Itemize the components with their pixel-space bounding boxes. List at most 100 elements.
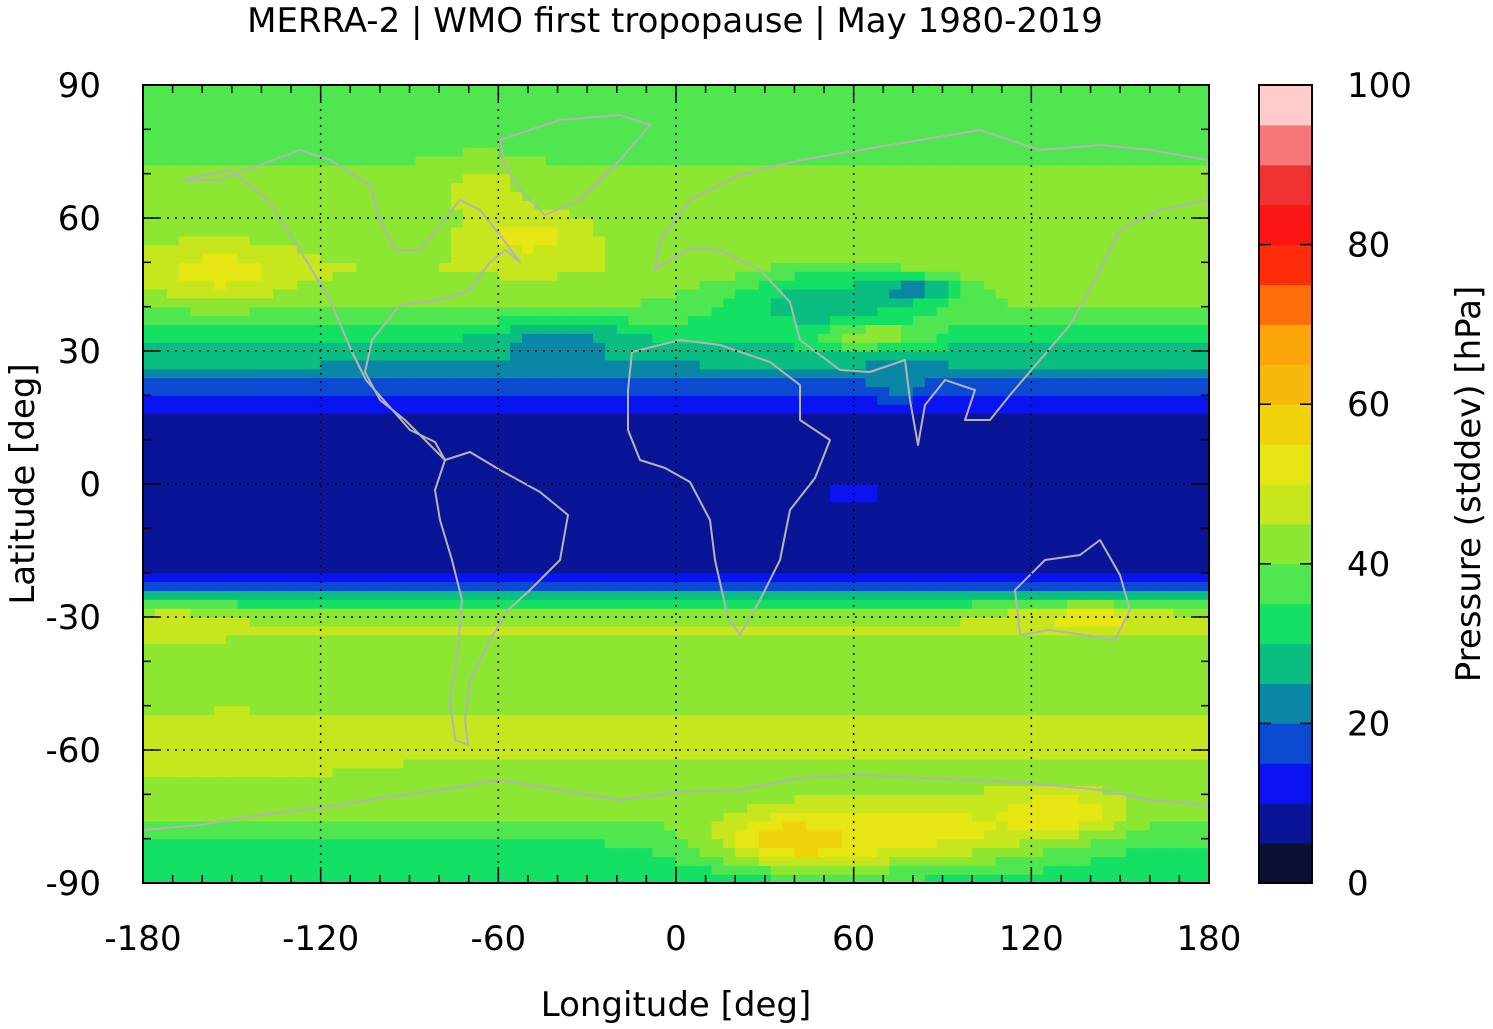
heatmap-cell [237, 803, 251, 813]
heatmap-cell [1066, 785, 1080, 795]
heatmap-cell [237, 528, 251, 538]
heatmap-cell [1114, 554, 1127, 565]
heatmap-cell [924, 705, 938, 716]
heatmap-cell [640, 776, 653, 787]
heatmap-cell [604, 581, 618, 591]
heatmap-cell [569, 484, 582, 494]
heatmap-cell [782, 714, 796, 724]
heatmap-cell [474, 413, 488, 423]
heatmap-cell [569, 590, 582, 600]
heatmap-cell [1126, 466, 1139, 476]
heatmap-cell [498, 421, 511, 432]
heatmap-cell [214, 554, 227, 565]
heatmap-cell [865, 652, 878, 662]
heatmap-cell [628, 572, 642, 583]
heatmap-cell [1126, 732, 1139, 742]
heatmap-cell [853, 404, 867, 414]
heatmap-cell [1019, 554, 1032, 565]
heatmap-cell [154, 874, 168, 883]
heatmap-cell [806, 687, 819, 698]
heatmap-cell [178, 608, 191, 618]
heatmap-cell [391, 617, 405, 627]
heatmap-cell [782, 643, 796, 654]
heatmap-cell [344, 750, 357, 760]
heatmap-cell [877, 687, 890, 698]
heatmap-cell [877, 714, 890, 724]
heatmap-cell [320, 847, 334, 857]
heatmap-cell [889, 838, 902, 849]
heatmap-cell [261, 661, 274, 671]
heatmap-cell [711, 838, 724, 849]
heatmap-cell [1137, 874, 1151, 883]
heatmap-cell [486, 803, 499, 813]
heatmap-cell [628, 652, 642, 662]
heatmap-cell [249, 732, 263, 742]
heatmap-cell [1137, 625, 1151, 636]
heatmap-cell [1078, 563, 1092, 574]
heatmap-cell [1185, 546, 1198, 556]
heatmap-cell [723, 608, 736, 618]
heatmap-cell [178, 475, 191, 485]
heatmap-cell [308, 696, 322, 707]
heatmap-cell [214, 696, 227, 707]
heatmap-cell [711, 767, 724, 778]
heatmap-cell [1090, 670, 1103, 680]
heatmap-cell [569, 767, 582, 778]
heatmap-cell [143, 599, 156, 609]
heatmap-cell [569, 758, 582, 769]
heatmap-cell [308, 741, 322, 751]
heatmap-cell [593, 687, 606, 698]
heatmap-cell [972, 785, 985, 795]
heatmap-cell [1066, 448, 1080, 458]
heatmap-cell [806, 643, 819, 654]
heatmap-cell [450, 581, 464, 591]
heatmap-cell [782, 829, 796, 840]
heatmap-cell [687, 741, 701, 751]
heatmap-cell [557, 466, 570, 476]
heatmap-cell [356, 785, 369, 795]
heatmap-cell [936, 554, 950, 565]
heatmap-cell [877, 625, 890, 636]
heatmap-cell [474, 448, 488, 458]
heatmap-cell [1090, 572, 1103, 583]
heatmap-cell [214, 413, 227, 423]
heatmap-cell [510, 563, 523, 574]
heatmap-cell [296, 475, 310, 485]
heatmap-cell [261, 546, 274, 556]
heatmap-cell [1137, 563, 1151, 574]
heatmap-cell [747, 847, 760, 857]
heatmap-cell [1126, 856, 1139, 866]
heatmap-cell [687, 829, 701, 840]
heatmap-cell [569, 820, 582, 831]
heatmap-cell [699, 803, 713, 813]
heatmap-cell [225, 590, 239, 600]
heatmap-cell [853, 528, 867, 538]
heatmap-cell [332, 599, 345, 609]
heatmap-cell [699, 643, 713, 654]
heatmap-cell [1197, 581, 1209, 591]
heatmap-cell [853, 572, 867, 583]
heatmap-cell [687, 856, 701, 866]
heatmap-cell [332, 519, 345, 529]
heatmap-cell [261, 572, 274, 583]
heatmap-cell [1149, 741, 1163, 751]
heatmap-cell [166, 528, 180, 538]
heatmap-cell [829, 679, 843, 689]
heatmap-cell [450, 537, 464, 547]
heatmap-cell [474, 563, 488, 574]
heatmap-cell [296, 617, 310, 627]
heatmap-cell [604, 723, 618, 733]
heatmap-cell [604, 687, 618, 698]
heatmap-cell [758, 413, 772, 423]
heatmap-cell [368, 732, 381, 742]
heatmap-cell [557, 413, 570, 423]
heatmap-cell [522, 492, 535, 503]
heatmap-cell [273, 758, 286, 769]
heatmap-cell [439, 847, 452, 857]
heatmap-cell [344, 705, 357, 716]
heatmap-cell [936, 519, 950, 529]
heatmap-cell [533, 732, 547, 742]
heatmap-cell [214, 687, 227, 698]
heatmap-cell [747, 492, 760, 503]
heatmap-cell [616, 670, 630, 680]
